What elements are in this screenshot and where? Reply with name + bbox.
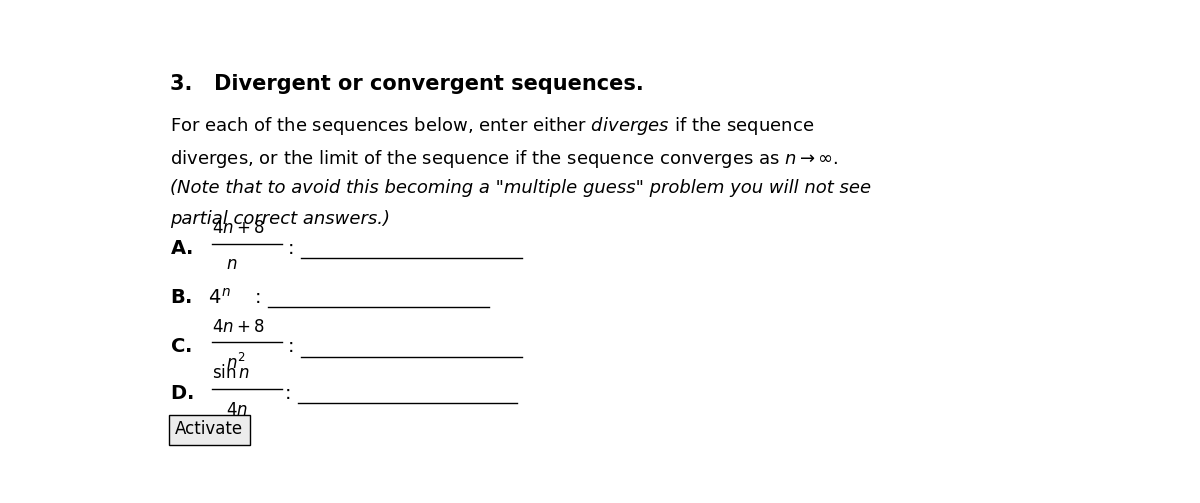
Text: $\mathbf{D.}$: $\mathbf{D.}$ xyxy=(170,384,194,403)
Text: 3.   Divergent or convergent sequences.: 3. Divergent or convergent sequences. xyxy=(170,74,644,94)
Text: $4n+8$: $4n+8$ xyxy=(212,219,265,237)
Text: $\mathbf{C.}$: $\mathbf{C.}$ xyxy=(170,338,192,357)
Text: $\mathbf{A.}$: $\mathbf{A.}$ xyxy=(170,239,193,258)
FancyBboxPatch shape xyxy=(168,415,250,445)
Text: $n^2$: $n^2$ xyxy=(227,353,246,373)
Text: Activate: Activate xyxy=(175,420,244,438)
Text: $4n$: $4n$ xyxy=(227,401,248,418)
Text: $\mathbf{B.}$  $4^n$: $\mathbf{B.}$ $4^n$ xyxy=(170,287,232,307)
Text: (Note that to avoid this becoming a "multiple guess" problem you will not see: (Note that to avoid this becoming a "mul… xyxy=(170,179,871,197)
Text: $\sin n$: $\sin n$ xyxy=(212,364,251,382)
Text: :: : xyxy=(288,239,294,258)
Text: :: : xyxy=(256,288,262,307)
Text: $n$: $n$ xyxy=(227,256,238,274)
Text: :: : xyxy=(288,338,294,357)
Text: diverges, or the limit of the sequence if the sequence converges as $n \to \inft: diverges, or the limit of the sequence i… xyxy=(170,147,839,170)
Text: :: : xyxy=(284,384,292,403)
Text: partial correct answers.): partial correct answers.) xyxy=(170,210,390,228)
Text: For each of the sequences below, enter either $\bf{\mathit{diverges}}$ if the se: For each of the sequences below, enter e… xyxy=(170,115,815,137)
Text: $4n+8$: $4n+8$ xyxy=(212,318,265,336)
